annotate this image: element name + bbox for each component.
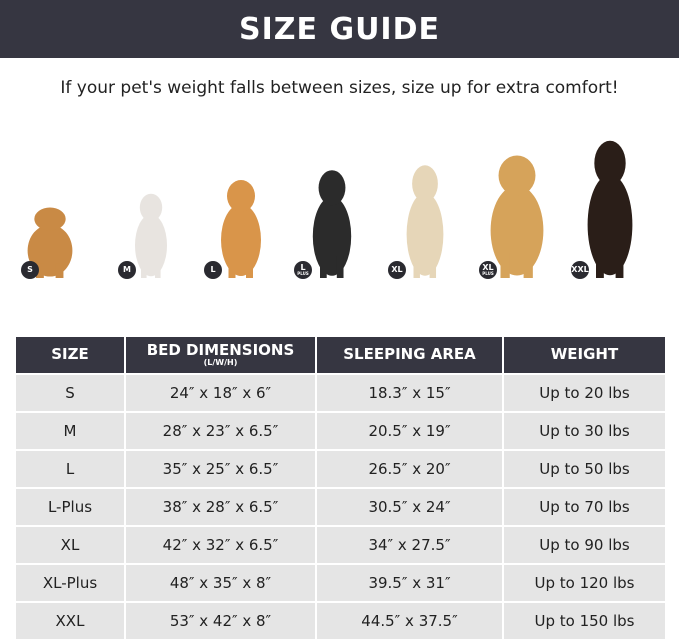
dog-image <box>490 155 544 278</box>
cell-size: L-Plus <box>14 487 126 527</box>
size-badge: XXL <box>571 261 589 279</box>
cell-sleeping-area: 30.5″ x 24″ <box>315 487 504 527</box>
cell-weight: Up to 70 lbs <box>502 487 667 527</box>
table-row: M 28″ x 23″ x 6.5″ 20.5″ x 19″ Up to 30 lbs <box>14 411 667 451</box>
cell-size: M <box>14 411 126 451</box>
table-header-row: SIZE BED DIMENSIONS (L/W/H) SLEEPING AREA… <box>14 337 667 375</box>
cell-weight: Up to 120 lbs <box>502 563 667 603</box>
dog-image <box>406 165 444 278</box>
cell-size: L <box>14 449 126 489</box>
size-badge: XL PLUS <box>479 261 497 279</box>
table-row: S 24″ x 18″ x 6″ 18.3″ x 15″ Up to 20 lbs <box>14 373 667 413</box>
subtitle: If your pet's weight falls between sizes… <box>60 78 619 98</box>
cell-size: S <box>14 373 126 413</box>
size-badge: S <box>21 261 39 279</box>
dog-image <box>312 170 352 278</box>
size-table: SIZE BED DIMENSIONS (L/W/H) SLEEPING AREA… <box>14 337 667 641</box>
size-badge: XL <box>388 261 406 279</box>
table-row: XL-Plus 48″ x 35″ x 8″ 39.5″ x 31″ Up to 12… <box>14 563 667 603</box>
cell-weight: Up to 150 lbs <box>502 601 667 641</box>
size-badge: L PLUS <box>294 261 312 279</box>
cell-bed-dimensions: 38″ x 28″ x 6.5″ <box>124 487 317 527</box>
header-bed-dimensions-sub: (L/W/H) <box>203 357 238 367</box>
cell-sleeping-area: 20.5″ x 19″ <box>315 411 504 451</box>
dog-size-illustrations: S M L L PLUS XL XL PLUS XXL <box>0 130 679 290</box>
cell-weight: Up to 20 lbs <box>502 373 667 413</box>
table-row: XXL 53″ x 42″ x 8″ 44.5″ x 37.5″ Up to 150 … <box>14 601 667 641</box>
table-row: L 35″ x 25″ x 6.5″ 26.5″ x 20″ Up to 50 lbs <box>14 449 667 489</box>
header-weight: WEIGHT <box>502 337 667 375</box>
cell-weight: Up to 30 lbs <box>502 411 667 451</box>
cell-sleeping-area: 44.5″ x 37.5″ <box>315 601 504 641</box>
cell-size: XL <box>14 525 126 565</box>
dog-image <box>587 140 633 278</box>
cell-bed-dimensions: 24″ x 18″ x 6″ <box>124 373 317 413</box>
cell-bed-dimensions: 48″ x 35″ x 8″ <box>124 563 317 603</box>
dog-image <box>221 180 261 278</box>
table-row: L-Plus 38″ x 28″ x 6.5″ 30.5″ x 24″ Up to 7… <box>14 487 667 527</box>
cell-bed-dimensions: 53″ x 42″ x 8″ <box>124 601 317 641</box>
cell-bed-dimensions: 28″ x 23″ x 6.5″ <box>124 411 317 451</box>
page-title: SIZE GUIDE <box>0 0 679 58</box>
cell-weight: Up to 50 lbs <box>502 449 667 489</box>
header-bed-dimensions: BED DIMENSIONS (L/W/H) <box>124 337 317 375</box>
cell-size: XXL <box>14 601 126 641</box>
cell-sleeping-area: 26.5″ x 20″ <box>315 449 504 489</box>
cell-bed-dimensions: 35″ x 25″ x 6.5″ <box>124 449 317 489</box>
cell-bed-dimensions: 42″ x 32″ x 6.5″ <box>124 525 317 565</box>
cell-sleeping-area: 34″ x 27.5″ <box>315 525 504 565</box>
dog-image <box>135 193 167 278</box>
cell-sleeping-area: 39.5″ x 31″ <box>315 563 504 603</box>
size-badge: L <box>204 261 222 279</box>
table-row: XL 42″ x 32″ x 6.5″ 34″ x 27.5″ Up to 90 lb… <box>14 525 667 565</box>
cell-sleeping-area: 18.3″ x 15″ <box>315 373 504 413</box>
size-badge: M <box>118 261 136 279</box>
cell-size: XL-Plus <box>14 563 126 603</box>
header-size: SIZE <box>14 337 126 375</box>
header-sleeping-area: SLEEPING AREA <box>315 337 504 375</box>
cell-weight: Up to 90 lbs <box>502 525 667 565</box>
dog-image <box>27 207 73 278</box>
